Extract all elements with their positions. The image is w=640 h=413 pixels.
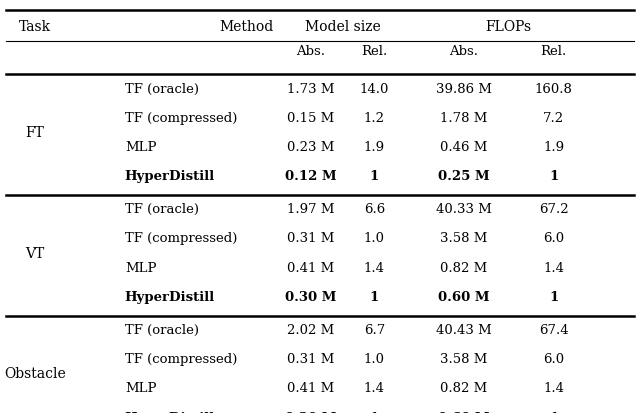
Text: 1.4: 1.4 — [543, 382, 564, 395]
Text: 3.58 M: 3.58 M — [440, 353, 488, 366]
Text: 0.60 M: 0.60 M — [438, 412, 490, 413]
Text: 0.12 M: 0.12 M — [285, 171, 336, 183]
Text: 1.97 M: 1.97 M — [287, 203, 334, 216]
Text: MLP: MLP — [125, 141, 156, 154]
Text: 6.6: 6.6 — [364, 203, 385, 216]
Text: 1.9: 1.9 — [543, 141, 564, 154]
Text: 0.82 M: 0.82 M — [440, 382, 488, 395]
Text: 1.9: 1.9 — [364, 141, 385, 154]
Text: MLP: MLP — [125, 382, 156, 395]
Text: 67.4: 67.4 — [539, 324, 568, 337]
Text: VT: VT — [26, 247, 45, 261]
Text: FT: FT — [26, 126, 45, 140]
Text: Rel.: Rel. — [540, 45, 567, 58]
Text: 1: 1 — [370, 291, 379, 304]
Text: Method: Method — [220, 20, 273, 34]
Text: 1.2: 1.2 — [364, 112, 385, 125]
Text: TF (oracle): TF (oracle) — [125, 324, 199, 337]
Text: 1.78 M: 1.78 M — [440, 112, 488, 125]
Text: 0.31 M: 0.31 M — [287, 233, 334, 245]
Text: 6.7: 6.7 — [364, 324, 385, 337]
Text: 0.41 M: 0.41 M — [287, 382, 334, 395]
Text: 67.2: 67.2 — [539, 203, 568, 216]
Text: Model size: Model size — [305, 20, 380, 34]
Text: Rel.: Rel. — [361, 45, 388, 58]
Text: 39.86 M: 39.86 M — [436, 83, 492, 95]
Text: 1: 1 — [549, 171, 558, 183]
Text: 0.30 M: 0.30 M — [285, 291, 336, 304]
Text: 0.15 M: 0.15 M — [287, 112, 334, 125]
Text: 1.4: 1.4 — [364, 382, 385, 395]
Text: TF (compressed): TF (compressed) — [125, 112, 237, 125]
Text: 1.4: 1.4 — [364, 262, 385, 275]
Text: TF (oracle): TF (oracle) — [125, 83, 199, 95]
Text: 1: 1 — [370, 412, 379, 413]
Text: 6.0: 6.0 — [543, 353, 564, 366]
Text: HyperDistill: HyperDistill — [125, 171, 215, 183]
Text: 0.46 M: 0.46 M — [440, 141, 488, 154]
Text: 7.2: 7.2 — [543, 112, 564, 125]
Text: TF (compressed): TF (compressed) — [125, 233, 237, 245]
Text: 1.73 M: 1.73 M — [287, 83, 334, 95]
Text: 1: 1 — [370, 171, 379, 183]
Text: MLP: MLP — [125, 262, 156, 275]
Text: 6.0: 6.0 — [543, 233, 564, 245]
Text: Abs.: Abs. — [296, 45, 325, 58]
Text: 1.0: 1.0 — [364, 233, 385, 245]
Text: 0.60 M: 0.60 M — [438, 291, 490, 304]
Text: 1.4: 1.4 — [543, 262, 564, 275]
Text: 40.33 M: 40.33 M — [436, 203, 492, 216]
Text: 0.25 M: 0.25 M — [438, 171, 490, 183]
Text: 1.0: 1.0 — [364, 353, 385, 366]
Text: HyperDistill: HyperDistill — [125, 412, 215, 413]
Text: 0.30 M: 0.30 M — [285, 412, 336, 413]
Text: Task: Task — [19, 20, 51, 34]
Text: 2.02 M: 2.02 M — [287, 324, 334, 337]
Text: 160.8: 160.8 — [534, 83, 573, 95]
Text: 0.82 M: 0.82 M — [440, 262, 488, 275]
Text: 14.0: 14.0 — [360, 83, 389, 95]
Text: 40.43 M: 40.43 M — [436, 324, 492, 337]
Text: 0.31 M: 0.31 M — [287, 353, 334, 366]
Text: TF (oracle): TF (oracle) — [125, 203, 199, 216]
Text: Obstacle: Obstacle — [4, 367, 66, 381]
Text: 0.23 M: 0.23 M — [287, 141, 334, 154]
Text: 3.58 M: 3.58 M — [440, 233, 488, 245]
Text: 0.41 M: 0.41 M — [287, 262, 334, 275]
Text: TF (compressed): TF (compressed) — [125, 353, 237, 366]
Text: HyperDistill: HyperDistill — [125, 291, 215, 304]
Text: Abs.: Abs. — [449, 45, 479, 58]
Text: 1: 1 — [549, 291, 558, 304]
Text: 1: 1 — [549, 412, 558, 413]
Text: FLOPs: FLOPs — [486, 20, 532, 34]
